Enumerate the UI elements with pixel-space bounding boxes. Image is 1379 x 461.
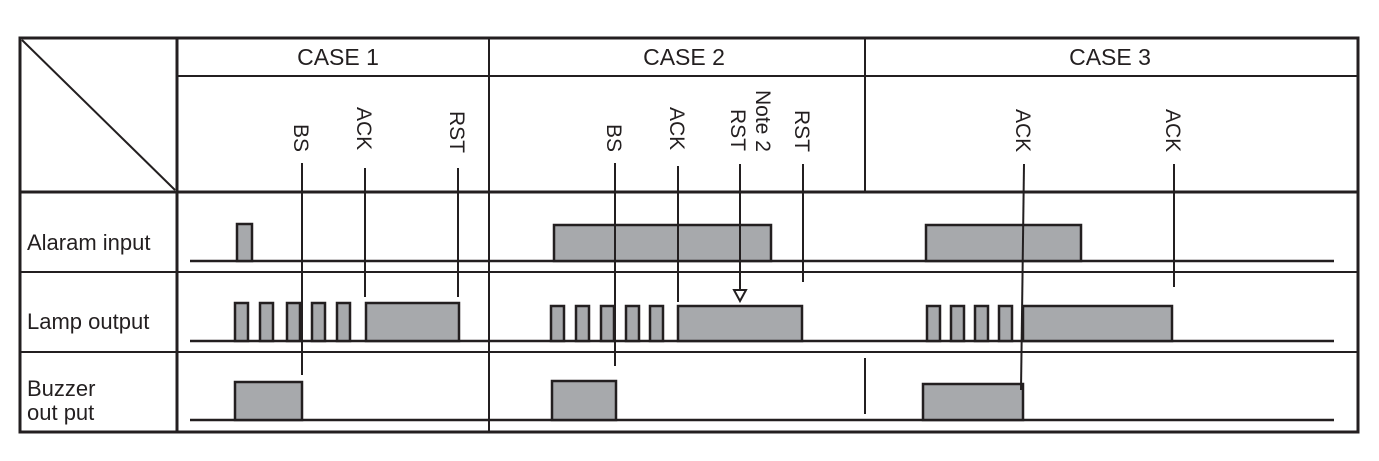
rst-note2-arrow-icon [732,289,748,304]
case-headers: CASE 1 CASE 2 CASE 3 [297,44,1151,70]
ack-label-case1: ACK [352,107,375,150]
note-2-label: Note 2 [751,90,774,152]
row-labels: Alaram input Lamp output Buzzer out put [27,230,151,425]
table-grid [18,36,1360,434]
rst-note2-label-case2: RST [726,109,749,151]
lamp-flash-pulse-case1 [233,301,250,343]
case-3-label: CASE 3 [1069,44,1151,70]
ack-label-case3-first: ACK [1011,109,1034,152]
row-label-buzzer-line-1: Buzzer [27,376,95,401]
lamp-flash-pulse-case3 [973,304,990,343]
lamp-flash-pulse-case3 [925,304,942,343]
event-marker-labels: BS ACK RST BS ACK RST Note 2 RST ACK ACK [289,90,1184,153]
lamp-flash-pulse-case2 [549,304,566,343]
row-label-buzzer-line-2: out put [27,400,94,425]
lamp-flash-pulse-case1 [285,301,302,343]
alarm-pulse-case3 [924,223,1083,263]
bs-label-case1: BS [289,124,312,152]
case-1-label: CASE 1 [297,44,379,70]
lamp-flash-pulse-case2 [599,304,616,343]
ack-marker-line-case3-first [1020,163,1025,391]
row-label-lamp-output: Lamp output [27,309,149,334]
lamp-steady-pulse-case3 [1021,304,1174,343]
buzzer-pulse-case1 [233,380,304,422]
lamp-flash-pulse-case3 [949,304,966,343]
lamp-flash-pulse-case2 [574,304,591,343]
rst-label-case1: RST [445,111,468,153]
lamp-flash-pulse-case2 [648,304,665,343]
ack-label-case3-second: ACK [1161,109,1184,152]
lamp-flash-pulse-case1 [258,301,275,343]
alarm-pulse-case1 [235,222,254,263]
table-border [18,36,1360,434]
buzzer-pulse-case2 [550,379,618,422]
lamp-flash-pulse-case1 [335,301,352,343]
lamp-flash-pulse-case1 [310,301,327,343]
row-label-alarm-input: Alaram input [27,230,151,255]
lamp-steady-pulse-case1 [364,301,461,343]
event-marker-lines [301,163,1175,391]
case-2-label: CASE 2 [643,44,725,70]
rst-label-case2: RST [790,110,813,152]
ack-label-case2: ACK [665,107,688,150]
lamp-steady-pulse-case2 [676,304,804,343]
signal-pulses [233,222,1174,422]
lamp-flash-pulse-case2 [624,304,641,343]
alarm-pulse-case2 [552,223,773,263]
buzzer-pulse-case3 [921,382,1025,422]
bs-label-case2: BS [602,124,625,152]
corner-diagonal [21,39,176,191]
lamp-flash-pulse-case3 [997,304,1014,343]
